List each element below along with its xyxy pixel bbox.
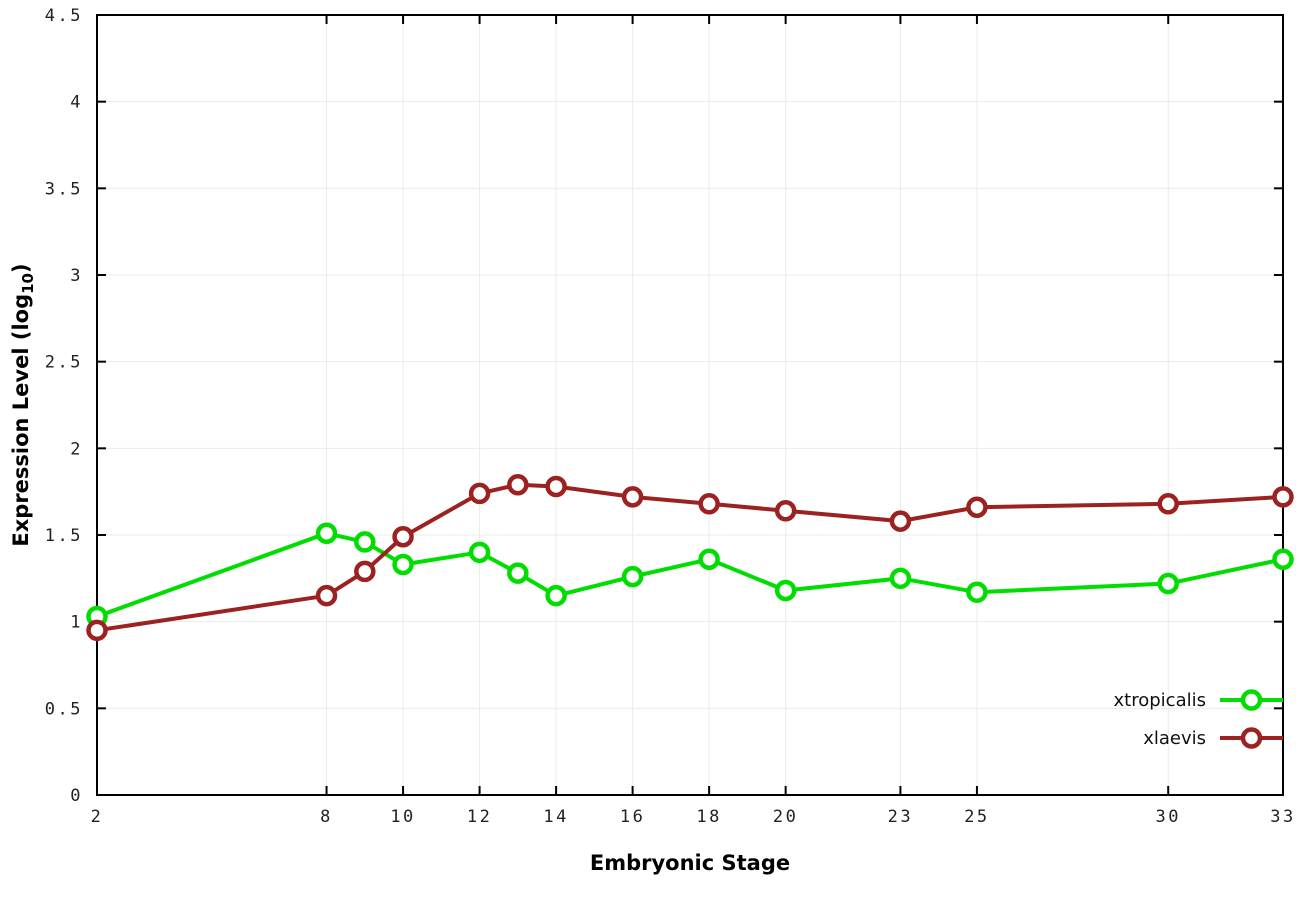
tick-labels: 2 8 10 12 14 16 18 20 23 25 30 33 0 0.5 1 1.5 2 2.5 3 3.5 4 4… (45, 6, 1295, 827)
x-tick-label: 20 (773, 807, 798, 827)
marker-xlaevis (966, 496, 988, 519)
series-line-xlaevis (95, 482, 1285, 633)
x-tick-label: 2 (91, 807, 104, 827)
y-tick-label: 0.5 (45, 699, 83, 719)
marker-xlaevis (86, 619, 108, 642)
y-tick-label: 0 (70, 786, 83, 806)
marker-xlaevis (1272, 486, 1294, 508)
marker-xtropicalis (889, 567, 912, 590)
axes (96, 14, 1284, 796)
y-tick-label: 2.5 (45, 353, 83, 373)
x-tick-label: 14 (543, 807, 568, 827)
y-tick-label: 3.5 (45, 179, 83, 199)
legend-marker-xlaevis (1240, 727, 1263, 749)
y-tick-label: 4.5 (45, 6, 83, 26)
marker-xlaevis (354, 560, 376, 583)
x-tick-label: 16 (620, 807, 645, 827)
y-tick-label: 4 (70, 93, 83, 113)
x-tick-label: 8 (320, 807, 333, 827)
legend-label-xlaevis: xlaevis (1143, 728, 1206, 749)
marker-xtropicalis (1157, 572, 1179, 595)
marker-xtropicalis (966, 581, 988, 603)
y-tick-label: 1.5 (45, 526, 83, 546)
x-tick-label: 30 (1155, 807, 1180, 827)
marker-xlaevis (774, 499, 797, 522)
marker-xtropicalis (1272, 548, 1294, 571)
marker-xlaevis (698, 493, 720, 515)
marker-xlaevis (545, 475, 567, 498)
marker-xtropicalis (507, 562, 529, 584)
x-tick-label: 33 (1270, 807, 1295, 827)
x-tick-label: 25 (964, 807, 989, 827)
y-tick-label: 1 (70, 613, 83, 633)
marker-xtropicalis (315, 522, 338, 545)
marker-xlaevis (1157, 493, 1179, 515)
marker-xlaevis (392, 525, 414, 548)
x-tick-label: 12 (467, 807, 492, 827)
marker-xlaevis (315, 584, 338, 607)
series-group (86, 473, 1294, 642)
marker-xlaevis (468, 482, 491, 505)
marker-xtropicalis (698, 548, 720, 571)
x-tick-label: 18 (696, 807, 721, 827)
legend-label-xtropicalis: xtropicalis (1114, 690, 1206, 711)
marker-xtropicalis (354, 531, 376, 553)
x-tick-label: 10 (390, 807, 415, 827)
marker-xlaevis (507, 473, 529, 496)
marker-xtropicalis (621, 565, 644, 588)
marker-xtropicalis (774, 579, 797, 602)
marker-xlaevis (889, 510, 912, 532)
y-tick-label: 2 (70, 439, 83, 459)
marker-xtropicalis (468, 541, 491, 564)
y-axis-label: Expression Level (log10) (9, 263, 37, 546)
x-axis-label: Embryonic Stage (590, 851, 790, 875)
marker-xlaevis (621, 486, 644, 508)
x-tick-label: 23 (888, 807, 913, 827)
marker-xtropicalis (392, 553, 414, 576)
plot-border (96, 14, 1284, 796)
y-tick-label: 3 (70, 266, 83, 286)
gridlines (96, 14, 1284, 796)
legend: xtropicalis xlaevis (1114, 689, 1283, 749)
legend-marker-xtropicalis (1240, 689, 1263, 711)
marker-xtropicalis (545, 584, 567, 607)
